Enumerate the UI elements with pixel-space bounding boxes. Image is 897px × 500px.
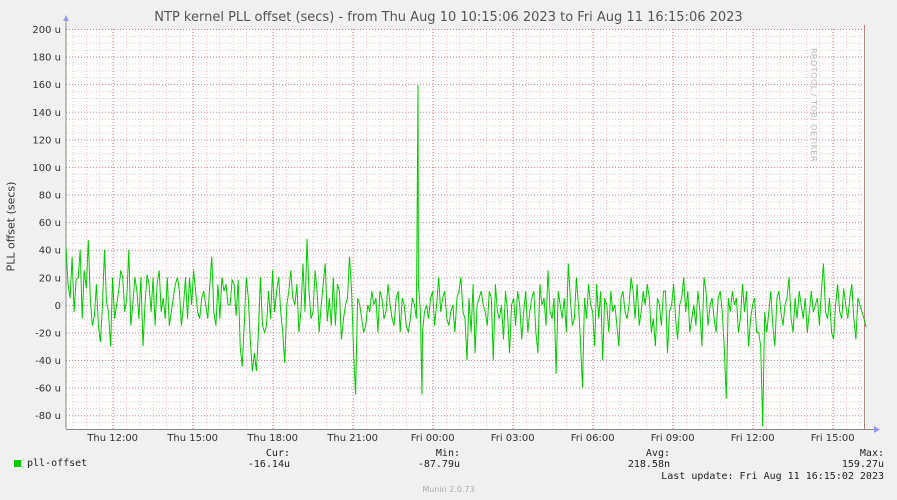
avg-header: Avg: (645, 448, 670, 459)
chart-title: NTP kernel PLL offset (secs) - from Thu … (154, 10, 743, 25)
y-tick-label: 160 u (32, 80, 61, 91)
y-tick-label: 200 u (32, 25, 61, 36)
y-tick-label: -80 u (35, 411, 61, 422)
y-tick-label: 140 u (32, 108, 61, 119)
y-tick-label: 20 u (39, 273, 61, 284)
y-tick-label: 120 u (32, 135, 61, 146)
y-tick-label: 0 (55, 301, 61, 312)
max-header: Max: (859, 448, 884, 459)
y-tick-label: 180 u (32, 53, 61, 64)
legend-entry: pll-offset (14, 458, 87, 469)
min-header: Min: (435, 448, 460, 459)
y-axis-label: PLL offset (secs) (4, 181, 18, 272)
x-tick-label: Thu 18:00 (246, 433, 298, 444)
cur-header: Cur: (265, 448, 290, 459)
footer-version: Munin 2.0.73 (422, 485, 475, 494)
max-value: 159.27u (841, 459, 884, 470)
rrdtool-watermark: RRDTOOL / TOBI OETIKER (809, 48, 818, 163)
min-value: -87.79u (417, 459, 460, 470)
y-tick-label: 80 u (39, 191, 61, 202)
x-axis-arrow (874, 426, 880, 433)
x-tick-label: Fri 09:00 (651, 433, 695, 444)
legend-swatch (14, 459, 21, 467)
y-tick-label: 100 u (32, 163, 61, 174)
y-tick-label: -60 u (35, 384, 61, 395)
y-tick-label: -20 u (35, 328, 61, 339)
x-tick-label: Fri 15:00 (811, 433, 855, 444)
y-tick-label: -40 u (35, 356, 61, 367)
x-tick-label: Fri 06:00 (571, 433, 615, 444)
series-line-pll-offset (65, 85, 867, 427)
x-tick-label: Thu 15:00 (166, 433, 218, 444)
x-tick-label: Thu 12:00 (86, 433, 138, 444)
x-tick-label: Fri 00:00 (411, 433, 455, 444)
last-update: Last update: Fri Aug 11 16:15:02 2023 (661, 471, 884, 482)
x-tick-label: Fri 12:00 (731, 433, 775, 444)
y-tick-label: 60 u (39, 218, 61, 229)
avg-value: 218.58n (627, 459, 670, 470)
cur-value: -16.14u (247, 459, 290, 470)
legend-label: pll-offset (27, 458, 88, 469)
y-axis-arrow (63, 15, 69, 21)
x-tick-label: Thu 21:00 (326, 433, 378, 444)
x-tick-label: Fri 03:00 (491, 433, 535, 444)
y-tick-label: 40 u (39, 246, 61, 257)
